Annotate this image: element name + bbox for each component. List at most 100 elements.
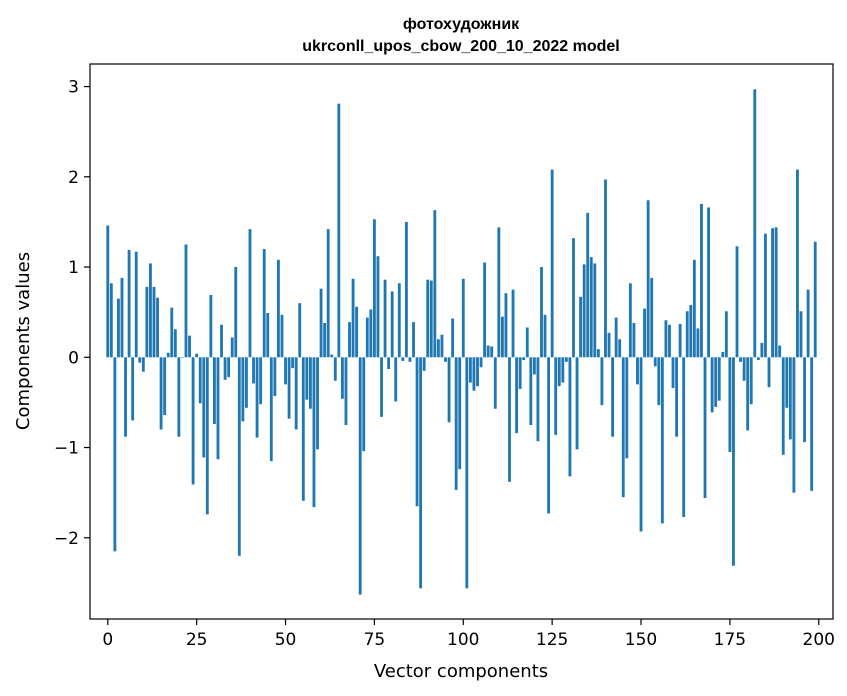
bar-113 [508, 357, 511, 482]
bar-80 [390, 291, 394, 358]
bar-184 [760, 342, 764, 358]
bar-57 [308, 357, 312, 409]
bar-55 [301, 357, 305, 501]
bar-160 [675, 357, 679, 437]
bar-97 [451, 318, 455, 358]
bar-70 [355, 306, 359, 358]
bar-49 [280, 314, 284, 358]
y-tick-label-1: 1 [68, 258, 79, 278]
bar-15 [159, 357, 163, 430]
bar-147 [628, 283, 632, 358]
bar-150 [639, 357, 643, 532]
bar-181 [749, 357, 753, 405]
bar-29 [209, 295, 213, 358]
bar-61 [323, 323, 327, 358]
x-tick-label-75: 75 [364, 630, 386, 650]
x-axis-label: Vector components [374, 661, 548, 682]
bar-42 [255, 357, 259, 438]
bar-12 [149, 263, 152, 358]
bar-174 [724, 311, 728, 358]
bar-138 [596, 349, 600, 358]
bar-107 [486, 345, 490, 358]
bar-63 [330, 354, 334, 358]
bar-13 [152, 286, 156, 358]
bar-198 [810, 357, 814, 491]
bar-139 [600, 357, 604, 406]
bar-118 [525, 327, 529, 358]
x-tick-label-150: 150 [625, 630, 657, 650]
bar-130 [568, 357, 572, 477]
bar-66 [340, 357, 344, 399]
bar-193 [792, 357, 796, 493]
bar-38 [241, 357, 245, 422]
bar-62 [326, 229, 330, 358]
bar-143 [614, 317, 618, 358]
bar-105 [479, 357, 483, 368]
bar-128 [561, 357, 565, 383]
bar-93 [436, 339, 440, 358]
bar-101 [465, 357, 469, 589]
bar-25 [195, 353, 199, 358]
bar-125 [550, 169, 554, 358]
chart-subtitle: ukrconll_upos_cbow_200_10_2022 model [302, 38, 619, 55]
bar-47 [273, 357, 277, 397]
bar-195 [799, 311, 803, 358]
bar-189 [778, 345, 782, 358]
bar-102 [468, 357, 472, 383]
bar-127 [557, 357, 561, 387]
bar-21 [181, 357, 184, 358]
bar-165 [692, 259, 696, 358]
bar-74 [369, 309, 373, 358]
y-axis: −2 −1 0 1 2 3 [54, 78, 90, 549]
bar-197 [806, 289, 810, 358]
y-tick-label--2: −2 [54, 529, 79, 549]
bar-71 [358, 357, 362, 595]
bar-119 [529, 357, 533, 425]
bar-84 [404, 221, 408, 358]
bar-9 [138, 357, 142, 363]
bar-115 [515, 357, 519, 434]
bar-39 [244, 357, 248, 408]
bar-7 [131, 357, 135, 421]
bar-104 [476, 357, 479, 387]
bar-87 [415, 357, 419, 507]
bar-171 [714, 357, 718, 407]
bar-1 [109, 283, 113, 358]
bar-75 [372, 219, 376, 358]
bar-108 [490, 346, 494, 358]
bar-31 [216, 357, 220, 460]
bar-41 [252, 357, 255, 384]
bar-36 [234, 267, 238, 358]
bar-26 [198, 357, 202, 404]
bar-3 [117, 298, 120, 358]
bar-191 [785, 357, 789, 408]
bar-60 [319, 288, 323, 358]
bar-116 [518, 357, 522, 389]
bar-50 [284, 357, 287, 385]
bar-67 [344, 357, 348, 425]
bar-190 [781, 357, 785, 455]
bar-192 [788, 357, 792, 440]
bar-14 [156, 297, 159, 358]
bar-126 [554, 357, 558, 435]
bar-23 [188, 335, 191, 358]
bar-148 [632, 323, 636, 358]
bar-0 [106, 225, 110, 358]
x-tick-label-50: 50 [275, 630, 297, 650]
bar-112 [504, 293, 508, 358]
bar-145 [621, 357, 625, 498]
bar-69 [351, 278, 355, 358]
bar-168 [703, 357, 707, 499]
bar-90 [426, 279, 430, 358]
bar-187 [771, 228, 774, 358]
bar-173 [721, 351, 725, 358]
y-tick-label--1: −1 [54, 439, 79, 459]
bar-85 [408, 357, 412, 362]
bar-137 [593, 263, 597, 358]
bar-27 [202, 357, 206, 458]
bar-152 [646, 200, 650, 358]
bar-167 [700, 203, 703, 358]
bar-6 [127, 249, 131, 358]
bar-144 [618, 339, 622, 358]
